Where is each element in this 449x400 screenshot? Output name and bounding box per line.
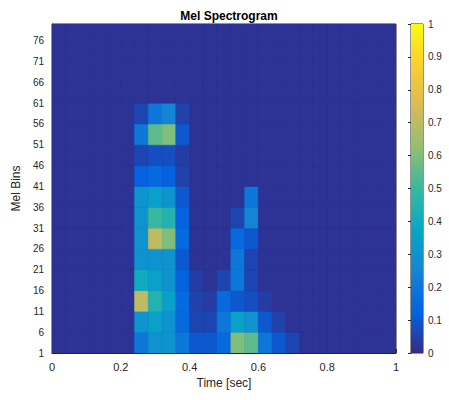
svg-text:46: 46 bbox=[33, 160, 45, 171]
svg-text:0: 0 bbox=[49, 361, 55, 373]
svg-text:0.7: 0.7 bbox=[428, 117, 442, 128]
svg-text:1: 1 bbox=[428, 19, 434, 30]
svg-text:0.9: 0.9 bbox=[428, 51, 442, 62]
svg-text:16: 16 bbox=[33, 285, 45, 296]
svg-text:51: 51 bbox=[33, 139, 45, 150]
svg-text:56: 56 bbox=[33, 118, 45, 129]
svg-text:61: 61 bbox=[33, 98, 45, 109]
svg-text:0: 0 bbox=[428, 348, 434, 359]
svg-text:1: 1 bbox=[393, 361, 399, 373]
svg-text:0.4: 0.4 bbox=[182, 361, 197, 373]
svg-text:Mel Spectrogram: Mel Spectrogram bbox=[180, 9, 277, 23]
svg-text:66: 66 bbox=[33, 77, 45, 88]
svg-text:Mel Bins: Mel Bins bbox=[9, 165, 23, 211]
svg-text:36: 36 bbox=[33, 202, 45, 213]
svg-text:21: 21 bbox=[33, 264, 45, 275]
svg-text:0.5: 0.5 bbox=[428, 183, 442, 194]
svg-text:0.6: 0.6 bbox=[251, 361, 266, 373]
svg-text:Time [sec]: Time [sec] bbox=[197, 376, 252, 390]
svg-text:11: 11 bbox=[34, 306, 45, 317]
svg-text:0.4: 0.4 bbox=[428, 216, 442, 227]
svg-text:0.1: 0.1 bbox=[428, 315, 442, 326]
svg-text:0.8: 0.8 bbox=[428, 84, 442, 95]
svg-text:76: 76 bbox=[33, 35, 45, 46]
svg-text:0.2: 0.2 bbox=[428, 282, 442, 293]
svg-text:0.6: 0.6 bbox=[428, 150, 442, 161]
svg-text:6: 6 bbox=[38, 327, 44, 338]
svg-text:26: 26 bbox=[33, 243, 45, 254]
svg-text:1: 1 bbox=[38, 348, 44, 359]
svg-text:0.3: 0.3 bbox=[428, 249, 442, 260]
svg-text:31: 31 bbox=[33, 223, 45, 234]
svg-text:41: 41 bbox=[33, 181, 45, 192]
svg-text:71: 71 bbox=[33, 56, 45, 67]
svg-text:0.2: 0.2 bbox=[113, 361, 128, 373]
svg-text:0.8: 0.8 bbox=[320, 361, 335, 373]
